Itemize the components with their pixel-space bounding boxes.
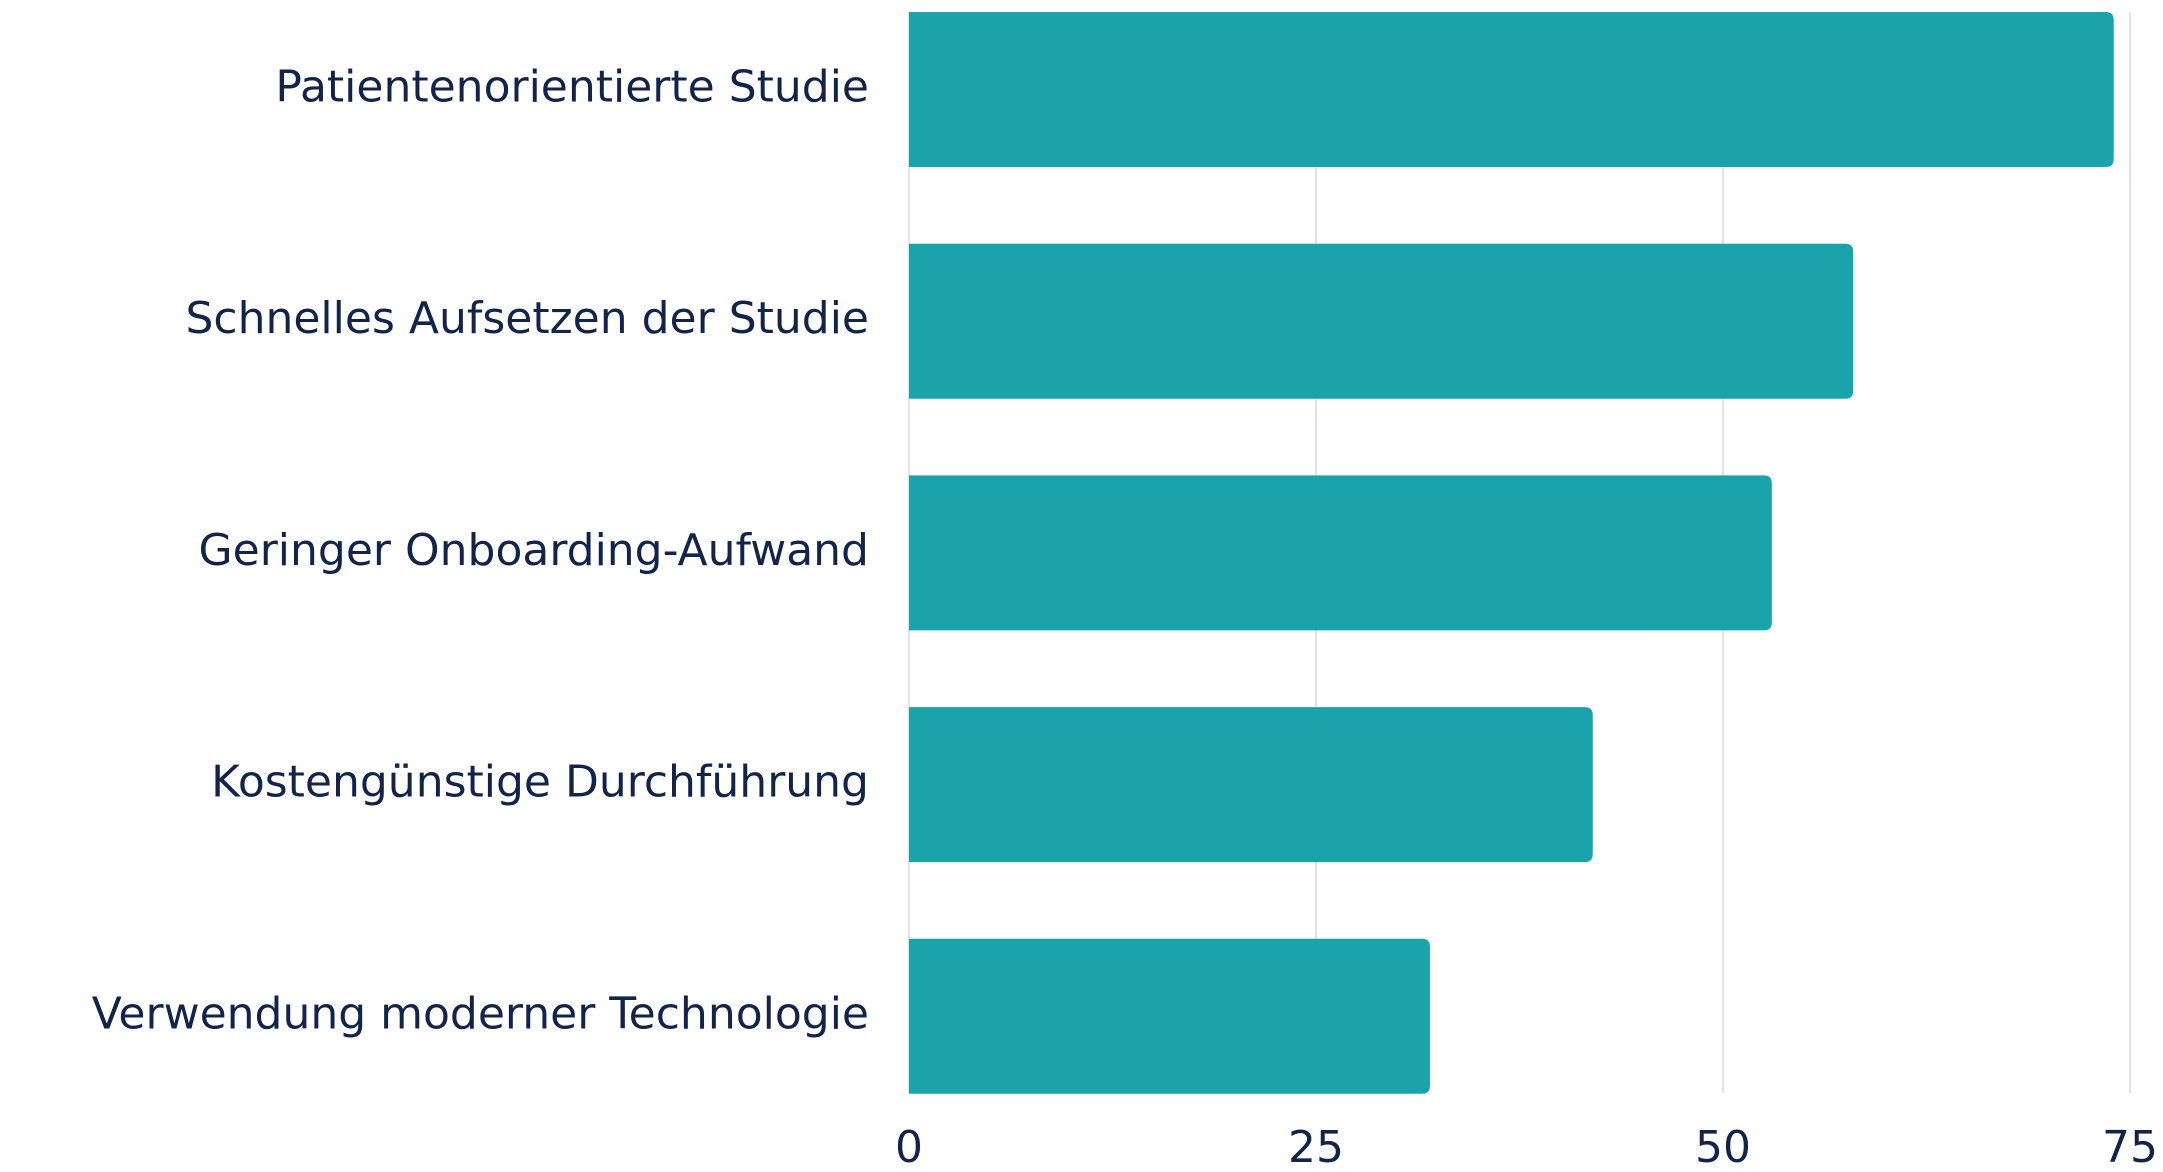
bar: [909, 12, 2114, 167]
bar: [909, 938, 1430, 1094]
y-tick-label: Kostengünstige Durchführung: [211, 757, 869, 808]
x-tick-label: 75: [2102, 1122, 2158, 1172]
y-tick-label: Schnelles Aufsetzen der Studie: [185, 293, 869, 344]
bar: [909, 707, 1593, 863]
x-tick-label: 50: [1695, 1122, 1751, 1172]
x-tick-label: 0: [895, 1122, 923, 1172]
y-tick-label: Verwendung moderner Technologie: [92, 988, 869, 1039]
bar: [909, 243, 1854, 399]
x-tick-label: 25: [1288, 1122, 1344, 1172]
y-tick-label: Geringer Onboarding-Aufwand: [199, 525, 869, 576]
y-tick-label: Patientenorientierte Studie: [275, 62, 869, 113]
bar: [909, 475, 1772, 631]
